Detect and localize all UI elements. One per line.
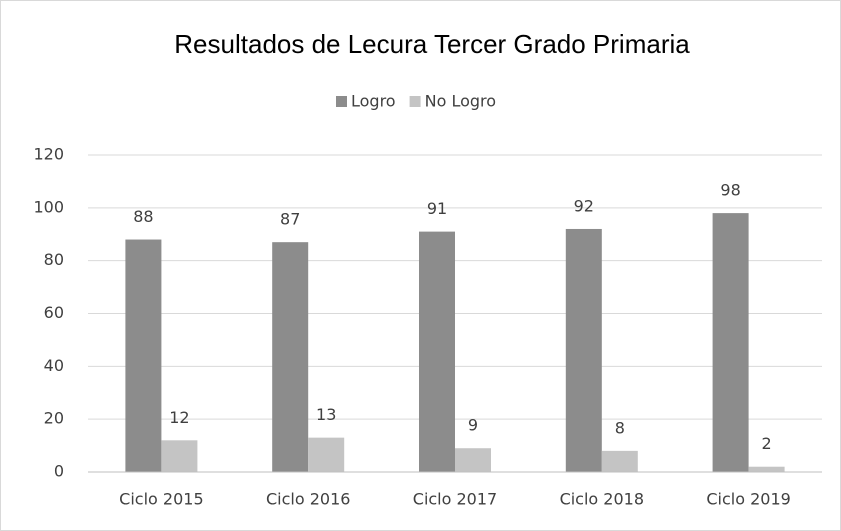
data-label: 9 bbox=[468, 416, 478, 435]
x-tick-label: Ciclo 2018 bbox=[560, 490, 644, 509]
data-label: 98 bbox=[720, 181, 740, 200]
x-tick-label: Ciclo 2016 bbox=[266, 490, 350, 509]
y-tick-label: 0 bbox=[54, 462, 64, 481]
x-tick-label: Ciclo 2015 bbox=[119, 490, 203, 509]
chart-title: Resultados de Lecura Tercer Grado Primar… bbox=[174, 29, 690, 59]
x-tick-label: Ciclo 2019 bbox=[706, 490, 790, 509]
bar bbox=[419, 231, 455, 472]
data-label: 8 bbox=[615, 418, 625, 437]
legend-label: Logro bbox=[351, 92, 396, 111]
y-tick-label: 60 bbox=[44, 303, 64, 322]
bar bbox=[161, 440, 198, 472]
data-label: 92 bbox=[574, 196, 594, 215]
bar bbox=[601, 450, 638, 472]
data-label: 12 bbox=[169, 408, 189, 427]
legend-swatch bbox=[409, 96, 421, 107]
data-label: 87 bbox=[280, 210, 300, 229]
bar bbox=[748, 466, 785, 472]
y-tick-label: 20 bbox=[44, 409, 64, 428]
legend-swatch bbox=[336, 96, 347, 107]
y-tick-label: 100 bbox=[33, 197, 64, 216]
y-tick-label: 120 bbox=[33, 145, 64, 164]
bar bbox=[308, 437, 345, 472]
y-tick-label: 40 bbox=[44, 356, 64, 375]
y-tick-label: 80 bbox=[44, 250, 64, 269]
x-tick-label: Ciclo 2017 bbox=[413, 490, 497, 509]
bar bbox=[125, 239, 162, 472]
legend-label: No Logro bbox=[425, 92, 496, 111]
data-label: 88 bbox=[133, 207, 153, 226]
bar bbox=[272, 242, 309, 472]
bar bbox=[455, 448, 491, 472]
bar bbox=[565, 228, 602, 472]
data-label: 91 bbox=[427, 199, 447, 218]
bar bbox=[712, 213, 749, 472]
data-label: 13 bbox=[316, 405, 336, 424]
data-label: 2 bbox=[762, 434, 772, 453]
